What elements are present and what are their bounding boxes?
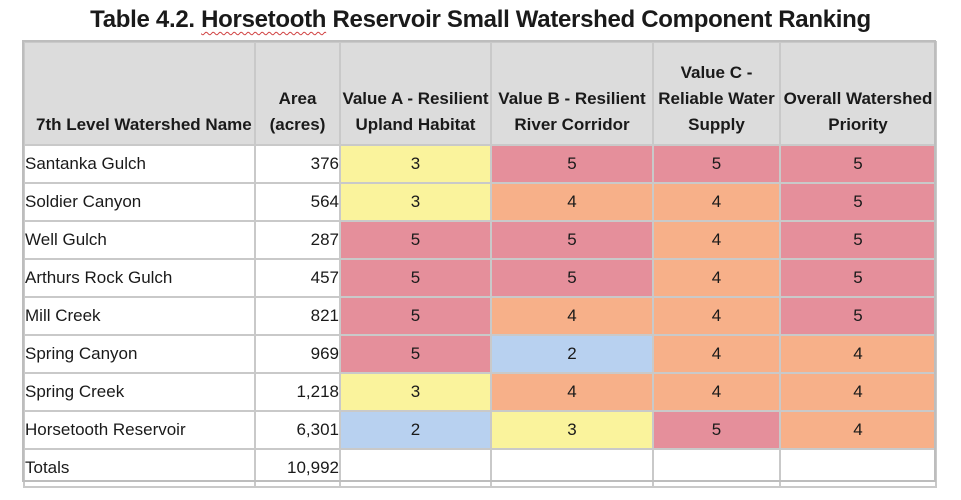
- totals-area: 10,992: [254, 448, 341, 488]
- column-header-name: 7th Level Watershed Name: [23, 41, 256, 146]
- value-b-cell: 2: [490, 334, 654, 374]
- value-b-cell: 4: [490, 372, 654, 412]
- watershed-name-cell: Spring Canyon: [23, 334, 256, 374]
- area-cell: 564: [254, 182, 341, 222]
- area-cell: 6,301: [254, 410, 341, 450]
- watershed-name-cell: Horsetooth Reservoir: [23, 410, 256, 450]
- watershed-name-cell: Spring Creek: [23, 372, 256, 412]
- value-c-cell: 4: [652, 258, 781, 298]
- totals-empty-cell: [779, 448, 937, 488]
- watershed-ranking-table: 7th Level Watershed Name Area (acres) Va…: [23, 41, 937, 488]
- caption-underlined-word: Horsetooth: [201, 6, 327, 33]
- value-a-cell: 3: [339, 144, 492, 184]
- area-cell: 376: [254, 144, 341, 184]
- table-row: Spring Creek 1,218 3 4 4 4: [23, 372, 937, 412]
- value-c-cell: 4: [652, 372, 781, 412]
- overall-priority-cell: 5: [779, 296, 937, 336]
- value-c-cell: 4: [652, 182, 781, 222]
- table-row: Well Gulch 287 5 5 4 5: [23, 220, 937, 260]
- table-row: Mill Creek 821 5 4 4 5: [23, 296, 937, 336]
- table-row: Spring Canyon 969 5 2 4 4: [23, 334, 937, 374]
- totals-empty-cell: [490, 448, 654, 488]
- value-b-cell: 5: [490, 258, 654, 298]
- overall-priority-cell: 4: [779, 410, 937, 450]
- value-a-cell: 5: [339, 296, 492, 336]
- column-header-overall: Overall Watershed Priority: [779, 41, 937, 146]
- overall-priority-cell: 4: [779, 372, 937, 412]
- value-b-cell: 5: [490, 144, 654, 184]
- overall-priority-cell: 4: [779, 334, 937, 374]
- column-header-value-c: Value C - Reliable Water Supply: [652, 41, 781, 146]
- value-c-cell: 4: [652, 334, 781, 374]
- value-c-cell: 4: [652, 296, 781, 336]
- value-c-cell: 5: [652, 144, 781, 184]
- value-b-cell: 3: [490, 410, 654, 450]
- value-a-cell: 3: [339, 372, 492, 412]
- value-c-cell: 4: [652, 220, 781, 260]
- table-row: Horsetooth Reservoir 6,301 2 3 5 4: [23, 410, 937, 450]
- value-c-cell: 5: [652, 410, 781, 450]
- watershed-name-cell: Mill Creek: [23, 296, 256, 336]
- area-cell: 287: [254, 220, 341, 260]
- watershed-name-cell: Arthurs Rock Gulch: [23, 258, 256, 298]
- totals-row: Totals 10,992: [23, 448, 937, 488]
- table-row: Arthurs Rock Gulch 457 5 5 4 5: [23, 258, 937, 298]
- caption-prefix: Table 4.2.: [90, 6, 202, 33]
- overall-priority-cell: 5: [779, 220, 937, 260]
- area-cell: 821: [254, 296, 341, 336]
- value-a-cell: 5: [339, 220, 492, 260]
- watershed-name-cell: Santanka Gulch: [23, 144, 256, 184]
- value-b-cell: 5: [490, 220, 654, 260]
- totals-empty-cell: [339, 448, 492, 488]
- overall-priority-cell: 5: [779, 258, 937, 298]
- watershed-name-cell: Soldier Canyon: [23, 182, 256, 222]
- table-row: Soldier Canyon 564 3 4 4 5: [23, 182, 937, 222]
- column-header-value-a: Value A - Resilient Upland Habitat: [339, 41, 492, 146]
- table-caption: Table 4.2. Horsetooth Reservoir Small Wa…: [0, 4, 961, 36]
- area-cell: 457: [254, 258, 341, 298]
- table-row: Santanka Gulch 376 3 5 5 5: [23, 144, 937, 184]
- watershed-name-cell: Well Gulch: [23, 220, 256, 260]
- value-a-cell: 5: [339, 334, 492, 374]
- column-header-area: Area (acres): [254, 41, 341, 146]
- area-cell: 969: [254, 334, 341, 374]
- value-b-cell: 4: [490, 296, 654, 336]
- column-header-value-b: Value B - Resilient River Corridor: [490, 41, 654, 146]
- overall-priority-cell: 5: [779, 182, 937, 222]
- value-a-cell: 5: [339, 258, 492, 298]
- header-row: 7th Level Watershed Name Area (acres) Va…: [23, 41, 937, 146]
- totals-empty-cell: [652, 448, 781, 488]
- overall-priority-cell: 5: [779, 144, 937, 184]
- area-cell: 1,218: [254, 372, 341, 412]
- value-a-cell: 2: [339, 410, 492, 450]
- table-body: Santanka Gulch 376 3 5 5 5 Soldier Canyon 564 3 4…: [23, 144, 937, 488]
- value-b-cell: 4: [490, 182, 654, 222]
- caption-suffix: Reservoir Small Watershed Component Rank…: [326, 6, 872, 33]
- value-a-cell: 3: [339, 182, 492, 222]
- totals-label: Totals: [23, 448, 256, 488]
